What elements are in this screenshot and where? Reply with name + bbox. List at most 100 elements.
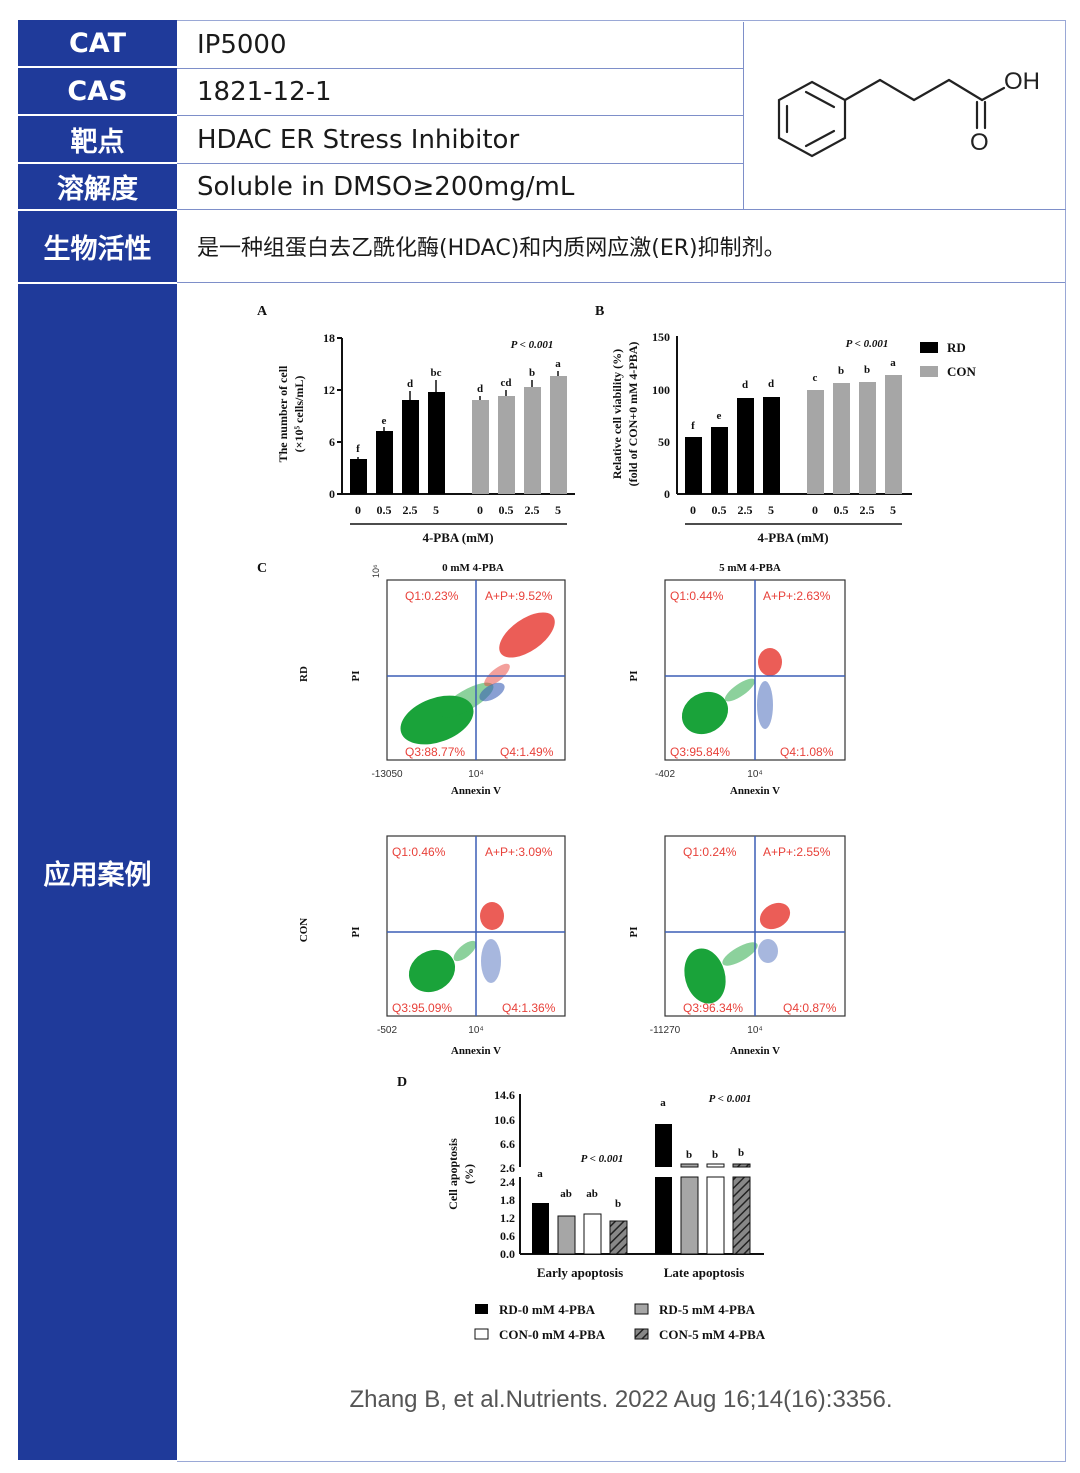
svg-text:c: c bbox=[813, 372, 818, 384]
q2-label: A+P+:2.55% bbox=[763, 845, 831, 859]
svg-text:2.4: 2.4 bbox=[500, 1175, 515, 1189]
svg-text:0: 0 bbox=[477, 503, 483, 517]
svg-text:f: f bbox=[356, 443, 360, 455]
panel-label-d: D bbox=[397, 1075, 407, 1090]
svg-text:14.6: 14.6 bbox=[494, 1088, 515, 1102]
svg-text:Late apoptosis: Late apoptosis bbox=[664, 1265, 745, 1280]
svg-text:5: 5 bbox=[768, 503, 774, 517]
chemical-structure: OH O bbox=[744, 22, 1065, 208]
svg-text:a: a bbox=[555, 358, 561, 370]
svg-text:PI: PI bbox=[628, 671, 640, 682]
svg-text:Cell apoptosis: Cell apoptosis bbox=[446, 1138, 460, 1210]
svg-text:2.5: 2.5 bbox=[525, 503, 540, 517]
svg-text:1.8: 1.8 bbox=[500, 1193, 515, 1207]
q1-label: Q1:0.24% bbox=[683, 845, 737, 859]
q2-label: A+P+:9.52% bbox=[485, 589, 553, 603]
svg-text:10⁴: 10⁴ bbox=[468, 769, 483, 780]
q3-label: Q3:95.09% bbox=[392, 1001, 452, 1015]
q3-label: Q3:95.84% bbox=[670, 745, 730, 759]
col-title-5mm: 5 mM 4-PBA bbox=[719, 562, 781, 574]
value-target: HDAC ER Stress Inhibitor bbox=[177, 116, 744, 164]
svg-text:2.5: 2.5 bbox=[403, 503, 418, 517]
svg-text:5: 5 bbox=[555, 503, 561, 517]
oh-label: OH bbox=[1004, 68, 1040, 95]
legend-d-3: CON-5 mM 4-PBA bbox=[659, 1327, 766, 1342]
svg-text:6.6: 6.6 bbox=[500, 1137, 515, 1151]
legend-con: CON bbox=[947, 364, 977, 379]
chart-a: A The number of cell (×10⁵ cells/mL) 0 6 1… bbox=[257, 304, 575, 545]
chart-b: B Relative cell viability (%) (fold of C… bbox=[595, 304, 977, 545]
svg-text:a: a bbox=[660, 1097, 666, 1109]
svg-text:Early apoptosis: Early apoptosis bbox=[537, 1265, 623, 1280]
svg-text:e: e bbox=[382, 415, 387, 427]
label-application: 应用案例 bbox=[18, 284, 177, 1462]
svg-text:0.0: 0.0 bbox=[500, 1247, 515, 1261]
q2-label: A+P+:2.63% bbox=[763, 589, 831, 603]
svg-text:cd: cd bbox=[501, 377, 512, 389]
panel-label-c: C bbox=[257, 561, 267, 576]
svg-text:18: 18 bbox=[323, 331, 335, 345]
svg-text:b: b bbox=[738, 1147, 744, 1159]
svg-text:b: b bbox=[864, 364, 870, 376]
svg-text:Annexin V: Annexin V bbox=[451, 785, 501, 797]
svg-text:10⁴: 10⁴ bbox=[468, 1025, 483, 1036]
value-solubility: Soluble in DMSO≥200mg/mL bbox=[197, 172, 575, 202]
svg-text:Annexin V: Annexin V bbox=[730, 785, 780, 797]
svg-text:2.6: 2.6 bbox=[500, 1161, 515, 1175]
svg-text:b: b bbox=[712, 1149, 718, 1161]
o-label: O bbox=[970, 129, 989, 156]
svg-text:150: 150 bbox=[652, 330, 670, 344]
svg-text:2.5: 2.5 bbox=[860, 503, 875, 517]
svg-text:0.5: 0.5 bbox=[712, 503, 727, 517]
svg-text:100: 100 bbox=[652, 383, 670, 397]
q1-label: Q1:0.46% bbox=[392, 845, 446, 859]
svg-text:0: 0 bbox=[690, 503, 696, 517]
svg-text:5: 5 bbox=[890, 503, 896, 517]
q4-label: Q4:1.49% bbox=[500, 745, 554, 759]
svg-text:0.6: 0.6 bbox=[500, 1229, 515, 1243]
svg-text:P < 0.001: P < 0.001 bbox=[581, 1153, 624, 1165]
value-bioactivity: 是一种组蛋白去乙酰化酶(HDAC)和内质网应激(ER)抑制剂。 bbox=[177, 210, 1065, 283]
legend-d-2: CON-0 mM 4-PBA bbox=[499, 1327, 606, 1342]
svg-text:0.5: 0.5 bbox=[834, 503, 849, 517]
col-title-0mm: 0 mM 4-PBA bbox=[442, 562, 504, 574]
svg-text:b: b bbox=[838, 365, 844, 377]
q1-label: Q1:0.44% bbox=[670, 589, 724, 603]
svg-text:e: e bbox=[717, 410, 722, 422]
panel-label-b: B bbox=[595, 304, 604, 319]
svg-text:(%): (%) bbox=[462, 1164, 476, 1184]
label-solubility: 溶解度 bbox=[18, 164, 177, 211]
legend-d-1: RD-5 mM 4-PBA bbox=[659, 1302, 756, 1317]
svg-text:10⁴: 10⁴ bbox=[747, 769, 762, 780]
svg-text:PI: PI bbox=[350, 671, 362, 682]
q4-label: Q4:1.08% bbox=[780, 745, 834, 759]
svg-text:-11270: -11270 bbox=[650, 1025, 681, 1036]
svg-text:-13050: -13050 bbox=[371, 769, 403, 780]
svg-text:b: b bbox=[529, 367, 535, 379]
svg-text:a: a bbox=[890, 357, 896, 369]
divider bbox=[177, 209, 1066, 210]
svg-text:d: d bbox=[768, 378, 774, 390]
svg-text:The number of cell: The number of cell bbox=[276, 365, 290, 462]
label-bioactivity: 生物活性 bbox=[18, 211, 177, 284]
svg-text:4-PBA (mM): 4-PBA (mM) bbox=[422, 530, 493, 545]
svg-text:12: 12 bbox=[323, 383, 335, 397]
chart-c-flow-cytometry: C 0 mM 4-PBA 5 mM 4-PBA RD CON Q1:0.23% … bbox=[257, 561, 846, 1057]
svg-text:(fold of CON+0 mM 4-PBA): (fold of CON+0 mM 4-PBA) bbox=[626, 342, 640, 487]
svg-text:Relative cell viability (%): Relative cell viability (%) bbox=[610, 349, 624, 479]
svg-text:d: d bbox=[477, 383, 483, 395]
q3-label: Q3:96.34% bbox=[683, 1001, 743, 1015]
svg-text:P < 0.001: P < 0.001 bbox=[709, 1093, 752, 1105]
svg-text:d: d bbox=[742, 379, 748, 391]
svg-text:d: d bbox=[407, 378, 413, 390]
label-target: 靶点 bbox=[18, 116, 177, 164]
svg-text:1.2: 1.2 bbox=[500, 1211, 515, 1225]
q4-label: Q4:0.87% bbox=[783, 1001, 837, 1015]
q3-label: Q3:88.77% bbox=[405, 745, 465, 759]
svg-text:0.5: 0.5 bbox=[377, 503, 392, 517]
svg-text:PI: PI bbox=[350, 927, 362, 938]
svg-text:PI: PI bbox=[628, 927, 640, 938]
svg-text:50: 50 bbox=[658, 435, 670, 449]
svg-text:Annexin V: Annexin V bbox=[730, 1045, 780, 1057]
chart-d: D Cell apoptosis (%) 14.6 10.6 6.6 2.6 2.4 1… bbox=[397, 1075, 766, 1342]
